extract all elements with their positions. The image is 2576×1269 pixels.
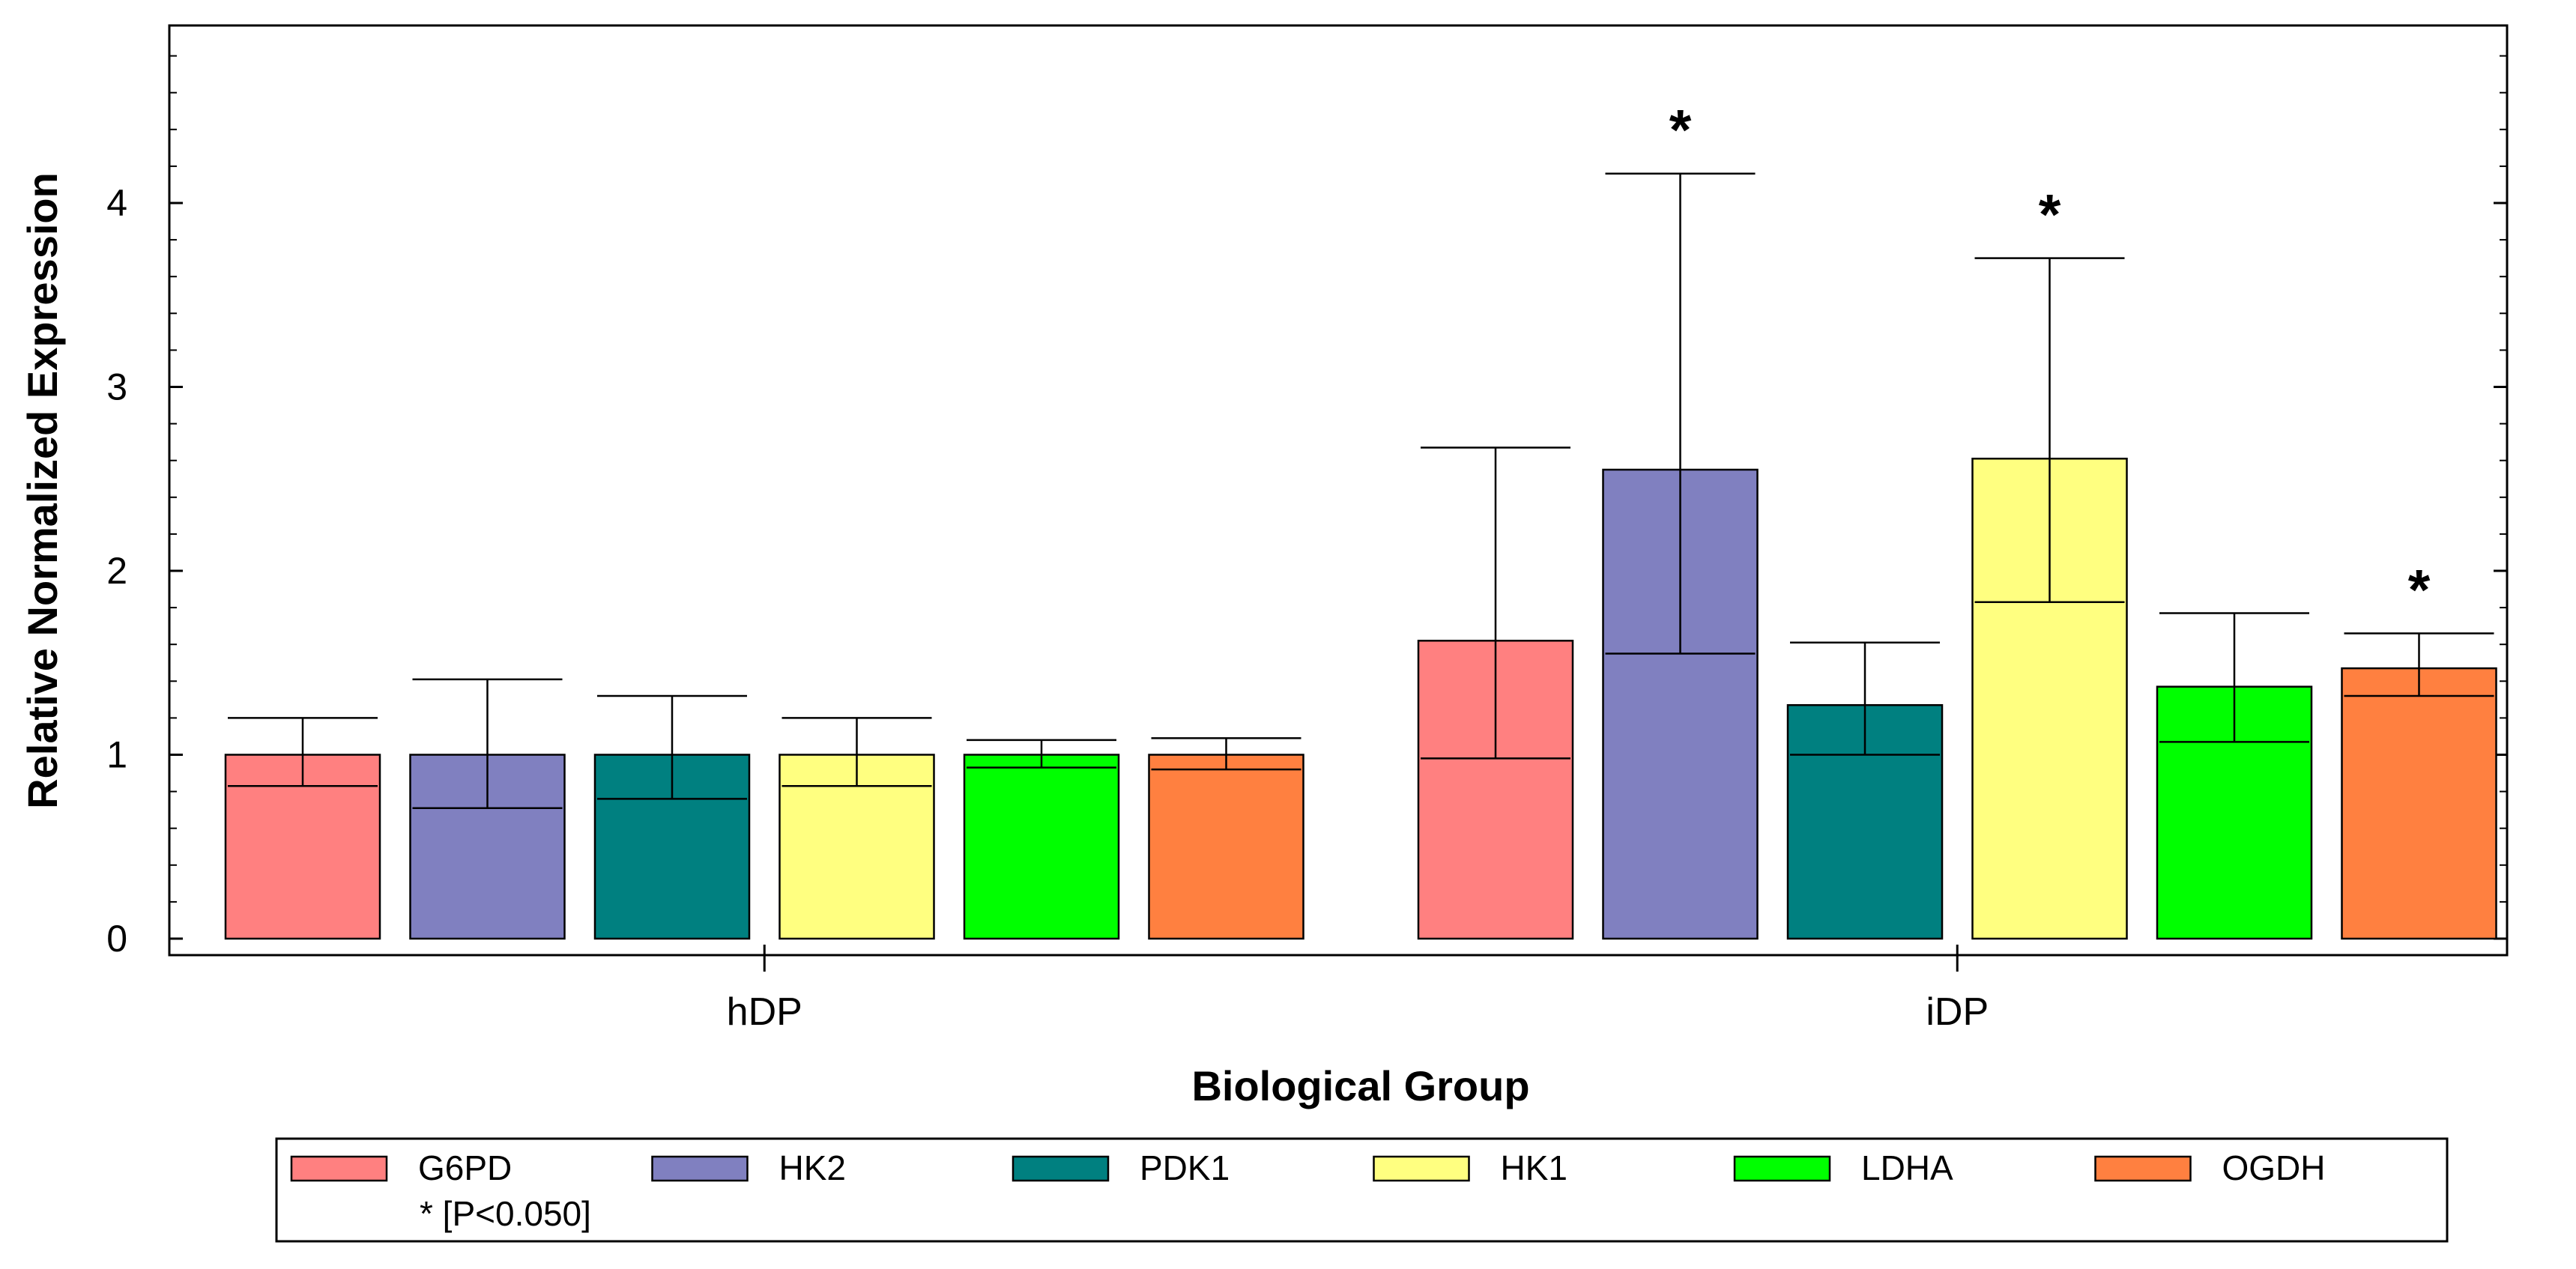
y-tick-label: 0 bbox=[106, 918, 127, 960]
bar-ldha-hdp bbox=[963, 754, 1120, 940]
y-tick-label: 3 bbox=[106, 366, 127, 408]
legend-swatch-hk2 bbox=[651, 1155, 749, 1182]
legend-label-hk1: HK1 bbox=[1501, 1148, 1567, 1187]
error-bars bbox=[228, 172, 2494, 809]
x-category-label: iDP bbox=[1926, 990, 1989, 1034]
legend-swatch-ogdh bbox=[2094, 1155, 2192, 1182]
legend-box bbox=[275, 1137, 2449, 1243]
bar-ogdh-hdp bbox=[1148, 754, 1304, 940]
legend-label-g6pd: G6PD bbox=[418, 1148, 512, 1187]
x-category-label: hDP bbox=[727, 990, 802, 1034]
significance-marker: * bbox=[2039, 184, 2061, 247]
legend-label-ldha: LDHA bbox=[1861, 1148, 1953, 1187]
y-tick-label: 4 bbox=[106, 182, 127, 224]
legend-label-ogdh: OGDH bbox=[2222, 1148, 2326, 1187]
y-tick-label: 1 bbox=[106, 734, 127, 776]
legend-swatch-pdk1 bbox=[1012, 1155, 1110, 1182]
y-axis-title: Relative Normalized Expression bbox=[19, 172, 66, 809]
legend: G6PD HK2 PDK1 HK1 LDHA OGDH * [P<0.050] bbox=[275, 1137, 2449, 1243]
legend-items: G6PD HK2 PDK1 HK1 LDHA OGDH bbox=[290, 1148, 2326, 1187]
significance-note: * [P<0.050] bbox=[420, 1194, 591, 1233]
x-axis-title: Biological Group bbox=[1191, 1062, 1529, 1109]
significance-marks: * * * bbox=[1669, 99, 2431, 623]
legend-label-pdk1: PDK1 bbox=[1140, 1148, 1230, 1187]
y-tick-label: 2 bbox=[106, 550, 127, 592]
legend-swatch-g6pd bbox=[290, 1155, 388, 1182]
bar-ogdh-idp bbox=[2341, 667, 2497, 940]
legend-swatch-hk1 bbox=[1373, 1155, 1470, 1182]
legend-label-hk2: HK2 bbox=[779, 1148, 846, 1187]
significance-marker: * bbox=[1669, 99, 1692, 163]
y-axis: 0 1 2 3 4 bbox=[106, 55, 2507, 960]
significance-marker: * bbox=[2408, 558, 2431, 622]
legend-swatch-ldha bbox=[1733, 1155, 1831, 1182]
x-axis: hDP iDP bbox=[727, 945, 1989, 1034]
